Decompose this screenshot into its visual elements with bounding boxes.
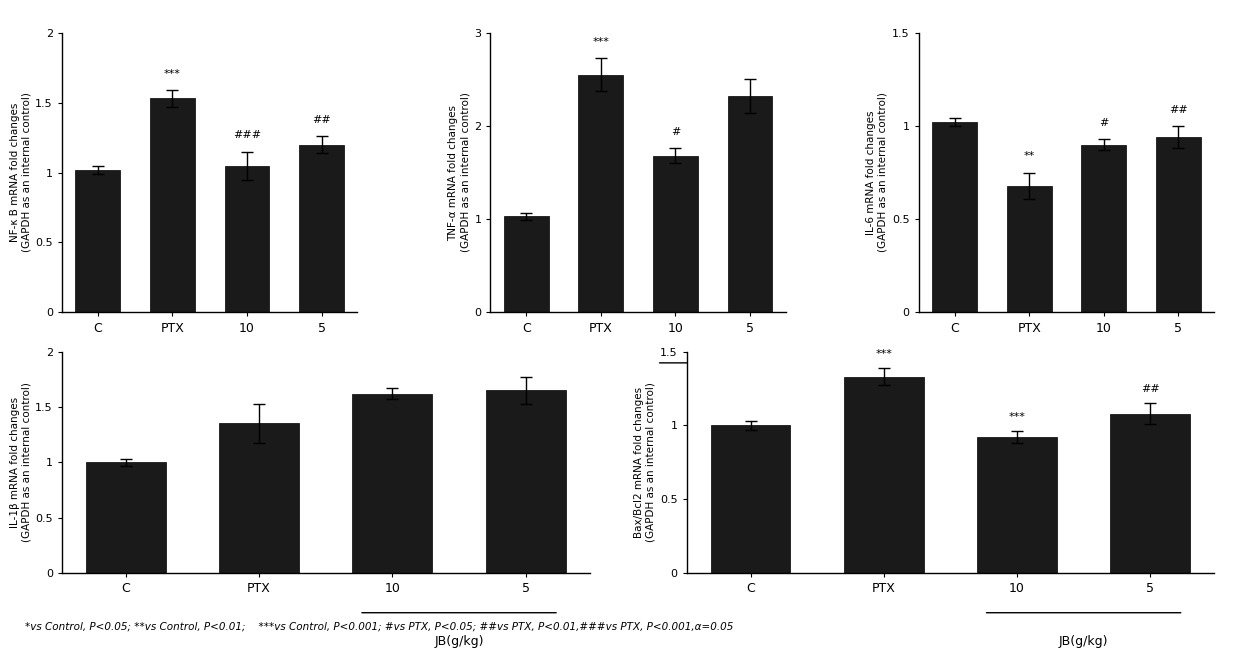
Text: JB(g/kg): JB(g/kg) bbox=[1116, 391, 1166, 404]
Y-axis label: IL-1β mRNA fold changes
(GAPDH as an internal control): IL-1β mRNA fold changes (GAPDH as an int… bbox=[10, 382, 31, 542]
Bar bbox=[219, 423, 299, 573]
Text: **: ** bbox=[1023, 151, 1035, 161]
Bar bbox=[579, 75, 623, 312]
Bar bbox=[486, 390, 566, 573]
Y-axis label: NF-κ B mRNA fold changes
(GAPDH as an internal control): NF-κ B mRNA fold changes (GAPDH as an in… bbox=[10, 92, 31, 253]
Text: JB(g/kg): JB(g/kg) bbox=[688, 391, 737, 404]
Bar bbox=[352, 394, 432, 573]
Bar bbox=[844, 377, 924, 573]
Text: *vs Control, P<0.05; **vs Control, P<0.01;    ***vs Control, P<0.001; #vs PTX, P: *vs Control, P<0.05; **vs Control, P<0.0… bbox=[25, 622, 733, 631]
Bar bbox=[1110, 413, 1191, 573]
Text: ***: *** bbox=[875, 349, 892, 359]
Bar bbox=[299, 145, 344, 312]
Bar bbox=[150, 98, 195, 312]
Y-axis label: IL-6 mRNA fold changes
(GAPDH as an internal control): IL-6 mRNA fold changes (GAPDH as an inte… bbox=[866, 92, 888, 253]
Bar bbox=[932, 122, 978, 312]
Bar bbox=[653, 156, 698, 312]
Bar bbox=[727, 96, 772, 312]
Text: ###: ### bbox=[233, 130, 261, 141]
Bar bbox=[76, 170, 120, 312]
Bar bbox=[1082, 145, 1126, 312]
Text: ***: *** bbox=[164, 69, 181, 79]
Bar bbox=[85, 462, 166, 573]
Y-axis label: Bax/Bcl2 mRNA fold changes
(GAPDH as an internal control): Bax/Bcl2 mRNA fold changes (GAPDH as an … bbox=[634, 382, 655, 542]
Text: ##: ## bbox=[312, 115, 331, 125]
Text: ***: *** bbox=[1009, 412, 1026, 422]
Text: ***: *** bbox=[592, 36, 610, 47]
Text: JB(g/kg): JB(g/kg) bbox=[259, 391, 309, 404]
Text: JB(g/kg): JB(g/kg) bbox=[435, 635, 483, 648]
Bar bbox=[978, 437, 1057, 573]
Text: ##: ## bbox=[1170, 105, 1188, 115]
Text: #: # bbox=[670, 127, 680, 137]
Text: JB(g/kg): JB(g/kg) bbox=[1059, 635, 1109, 648]
Bar bbox=[710, 425, 790, 573]
Text: #: # bbox=[1099, 118, 1109, 128]
Bar bbox=[504, 216, 549, 312]
Bar bbox=[224, 165, 269, 312]
Bar bbox=[1156, 137, 1201, 312]
Text: ##: ## bbox=[1141, 384, 1160, 395]
Bar bbox=[1007, 186, 1052, 312]
Y-axis label: TNF-α mRNA fold changes
(GAPDH as an internal control): TNF-α mRNA fold changes (GAPDH as an int… bbox=[449, 92, 470, 253]
